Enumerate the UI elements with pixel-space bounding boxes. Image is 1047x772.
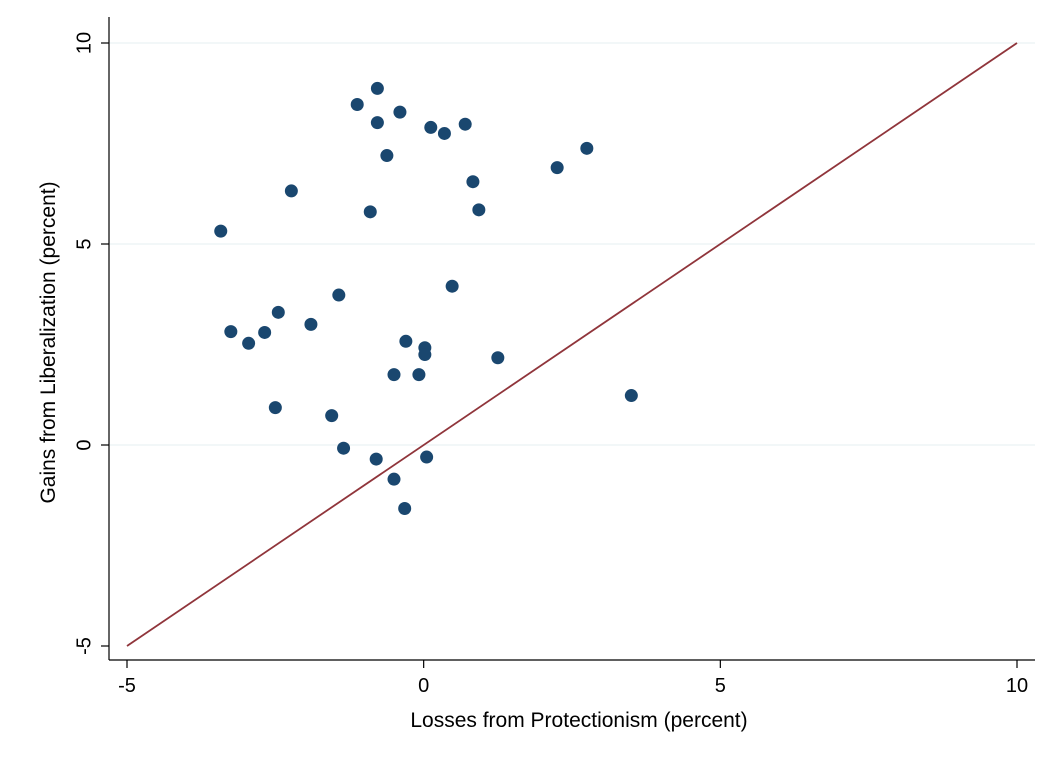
scatter-point	[437, 126, 451, 140]
x-tick-label: 10	[1006, 675, 1028, 697]
scatter-point	[271, 305, 285, 319]
x-tick-label: -5	[118, 675, 136, 697]
axes	[108, 17, 1035, 661]
y-tick-label: -5	[73, 637, 95, 655]
scatter-point	[424, 120, 438, 134]
y-axis-title: Gains from Liberalization (percent)	[37, 181, 60, 503]
scatter-point	[350, 98, 364, 112]
scatter-point	[412, 368, 426, 382]
scatter-point	[363, 205, 377, 219]
scatter-point	[369, 452, 383, 466]
scatter-point	[580, 141, 594, 155]
x-axis-title: Losses from Protectionism (percent)	[410, 709, 747, 732]
scatter-point	[387, 472, 401, 486]
scatter-point	[491, 351, 505, 365]
scatter-point	[418, 348, 432, 362]
scatter-point	[337, 441, 351, 455]
scatter-point	[214, 224, 228, 238]
scatter-point	[466, 175, 480, 189]
scatter-point	[268, 401, 282, 415]
scatter-point	[258, 325, 272, 339]
scatter-point	[224, 325, 238, 339]
tick-marks-and-labels: -5 0 5 10 -5 0 5 10	[73, 32, 1028, 697]
scatter-point	[393, 105, 407, 119]
scatter-point	[304, 317, 318, 331]
y-tick-label: 5	[73, 238, 95, 249]
x-tick-label: 5	[715, 675, 726, 697]
scatter-point	[284, 184, 298, 198]
scatter-point	[332, 288, 346, 302]
scatter-point	[370, 116, 384, 130]
y-tick-label: 10	[73, 32, 95, 54]
y-tick-label: 0	[73, 439, 95, 450]
scatter-point	[387, 368, 401, 382]
scatter-point	[399, 334, 413, 348]
scatter-point	[325, 409, 339, 423]
reference-line-layer	[126, 42, 1018, 647]
scatter-points	[214, 81, 638, 516]
scatter-point	[380, 149, 394, 163]
scatter-point	[458, 117, 472, 131]
scatter-point	[472, 203, 486, 217]
scatter-point	[445, 279, 459, 293]
scatter-point	[398, 502, 412, 516]
reference-line	[126, 42, 1018, 647]
gridlines	[110, 42, 1035, 446]
scatter-point	[550, 161, 564, 175]
scatter-point	[370, 81, 384, 95]
scatter-point	[624, 389, 638, 403]
scatter-point	[420, 450, 434, 464]
scatter-point	[242, 336, 256, 350]
x-tick-label: 0	[418, 675, 429, 697]
